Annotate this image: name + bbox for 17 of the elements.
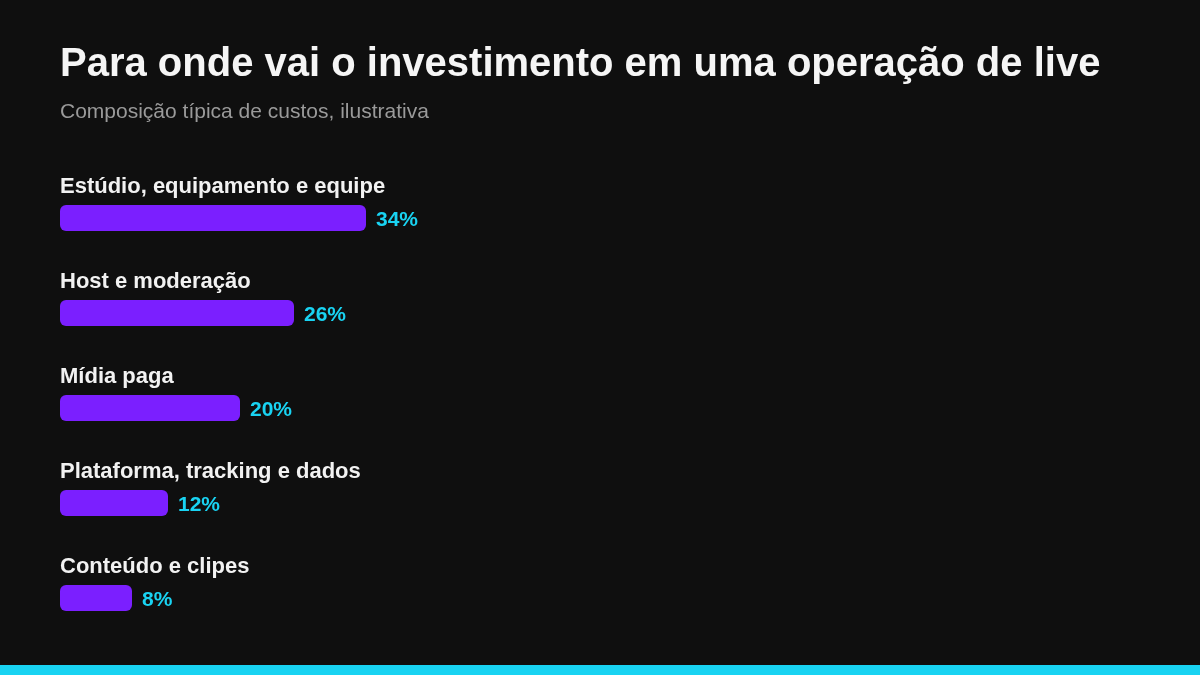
text: Para onde vai o investimento em uma operação de live [60,40,1101,85]
y-tick-label: Conteúdo e clipes [60,553,250,578]
data-label: 8% [142,587,173,610]
data-label: 26% [304,302,347,325]
y-tick-label: Mídia paga [60,363,175,388]
data-label: 34% [376,207,419,230]
bar [60,205,366,231]
chart-subtitle: Composição típica de custos, ilustrativa [60,99,429,123]
data-label: 12% [178,492,221,515]
bar [60,395,240,421]
bar [60,490,168,516]
data-label: 20% [250,397,293,420]
y-tick-label: Plataforma, tracking e dados [60,458,361,483]
bar [60,585,132,611]
y-tick-label: Estúdio, equipamento e equipe [60,173,386,198]
bar [60,300,294,326]
y-tick-label: Host e moderação [60,268,251,293]
